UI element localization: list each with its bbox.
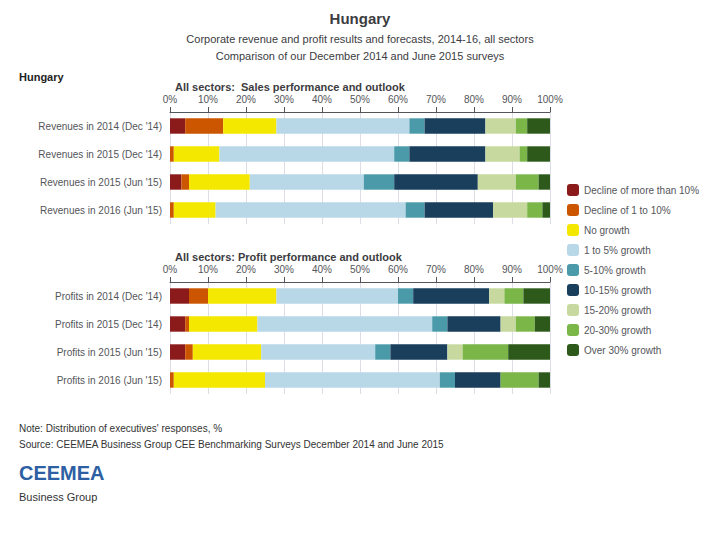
svg-text:20%: 20% bbox=[236, 94, 256, 105]
svg-text:40%: 40% bbox=[312, 264, 332, 275]
svg-text:Profits in 2014 (Dec '14): Profits in 2014 (Dec '14) bbox=[55, 291, 162, 302]
svg-text:30%: 30% bbox=[274, 264, 294, 275]
svg-text:Note: Distribution of executiv: Note: Distribution of executives' respon… bbox=[19, 423, 222, 434]
svg-text:60%: 60% bbox=[388, 94, 408, 105]
svg-text:Comparison of our December 201: Comparison of our December 2014 and June… bbox=[216, 50, 505, 62]
svg-text:50%: 50% bbox=[350, 264, 370, 275]
svg-text:0%: 0% bbox=[163, 94, 178, 105]
svg-text:20%: 20% bbox=[236, 264, 256, 275]
svg-text:0%: 0% bbox=[163, 264, 178, 275]
svg-text:Business Group: Business Group bbox=[19, 491, 97, 503]
svg-text:50%: 50% bbox=[350, 94, 370, 105]
svg-text:Revenues in 2016 (Jun '15): Revenues in 2016 (Jun '15) bbox=[40, 205, 162, 216]
svg-text:80%: 80% bbox=[464, 94, 484, 105]
svg-text:No growth: No growth bbox=[584, 225, 630, 236]
svg-text:CEEMEA: CEEMEA bbox=[19, 462, 105, 484]
svg-text:15-20% growth: 15-20% growth bbox=[584, 305, 651, 316]
svg-text:Decline of more than 10%: Decline of more than 10% bbox=[584, 185, 699, 196]
svg-text:60%: 60% bbox=[388, 264, 408, 275]
svg-text:10-15% growth: 10-15% growth bbox=[584, 285, 651, 296]
svg-text:1 to 5% growth: 1 to 5% growth bbox=[584, 245, 651, 256]
svg-text:Hungary: Hungary bbox=[19, 71, 65, 83]
svg-text:All sectors: Sales performanc: All sectors: Sales performance and outlo… bbox=[175, 81, 406, 93]
svg-text:Over 30% growth: Over 30% growth bbox=[584, 345, 661, 356]
svg-text:40%: 40% bbox=[312, 94, 332, 105]
svg-text:Corporate revenue and profit r: Corporate revenue and profit results and… bbox=[186, 33, 534, 45]
svg-text:100%: 100% bbox=[537, 264, 563, 275]
svg-text:10%: 10% bbox=[198, 94, 218, 105]
svg-text:30%: 30% bbox=[274, 94, 294, 105]
svg-text:Decline of 1 to 10%: Decline of 1 to 10% bbox=[584, 205, 671, 216]
svg-text:Revenues in 2014 (Dec '14): Revenues in 2014 (Dec '14) bbox=[38, 121, 162, 132]
svg-text:10%: 10% bbox=[198, 264, 218, 275]
svg-text:All sectors: Profit performanc: All sectors: Profit performance and outl… bbox=[175, 251, 403, 263]
svg-text:Hungary: Hungary bbox=[330, 10, 392, 27]
svg-text:5-10% growth: 5-10% growth bbox=[584, 265, 646, 276]
svg-text:80%: 80% bbox=[464, 264, 484, 275]
svg-text:70%: 70% bbox=[426, 94, 446, 105]
svg-text:100%: 100% bbox=[537, 94, 563, 105]
svg-text:Profits in 2016 (Jun '15): Profits in 2016 (Jun '15) bbox=[57, 375, 162, 386]
svg-text:90%: 90% bbox=[502, 264, 522, 275]
svg-text:Revenues in 2015 (Dec '14): Revenues in 2015 (Dec '14) bbox=[38, 149, 162, 160]
svg-text:Profits in 2015 (Dec '14): Profits in 2015 (Dec '14) bbox=[55, 319, 162, 330]
svg-text:20-30% growth: 20-30% growth bbox=[584, 325, 651, 336]
svg-text:90%: 90% bbox=[502, 94, 522, 105]
svg-text:Source: CEEMEA Business Group: Source: CEEMEA Business Group CEE Benchm… bbox=[19, 439, 444, 450]
svg-text:Revenues in 2015 (Jun '15): Revenues in 2015 (Jun '15) bbox=[40, 177, 162, 188]
svg-text:70%: 70% bbox=[426, 264, 446, 275]
svg-text:Profits in 2015 (Jun '15): Profits in 2015 (Jun '15) bbox=[57, 347, 162, 358]
